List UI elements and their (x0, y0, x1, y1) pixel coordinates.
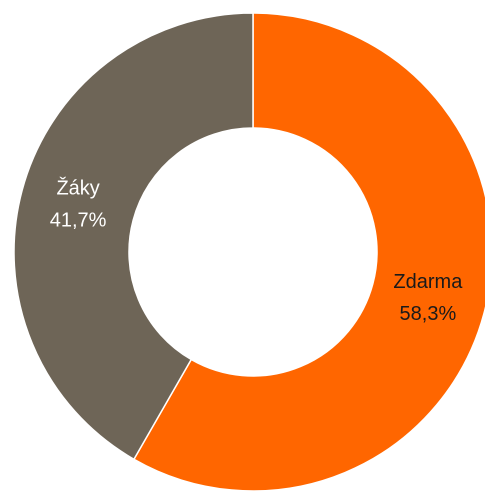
slice-value-label: 58,3% (400, 303, 457, 325)
donut-slice (13, 12, 254, 461)
slice-category-label: Žáky (56, 177, 99, 200)
slice-category-label: Zdarma (393, 271, 463, 293)
donut-slice (132, 12, 485, 492)
slice-value-label: 41,7% (50, 210, 107, 232)
